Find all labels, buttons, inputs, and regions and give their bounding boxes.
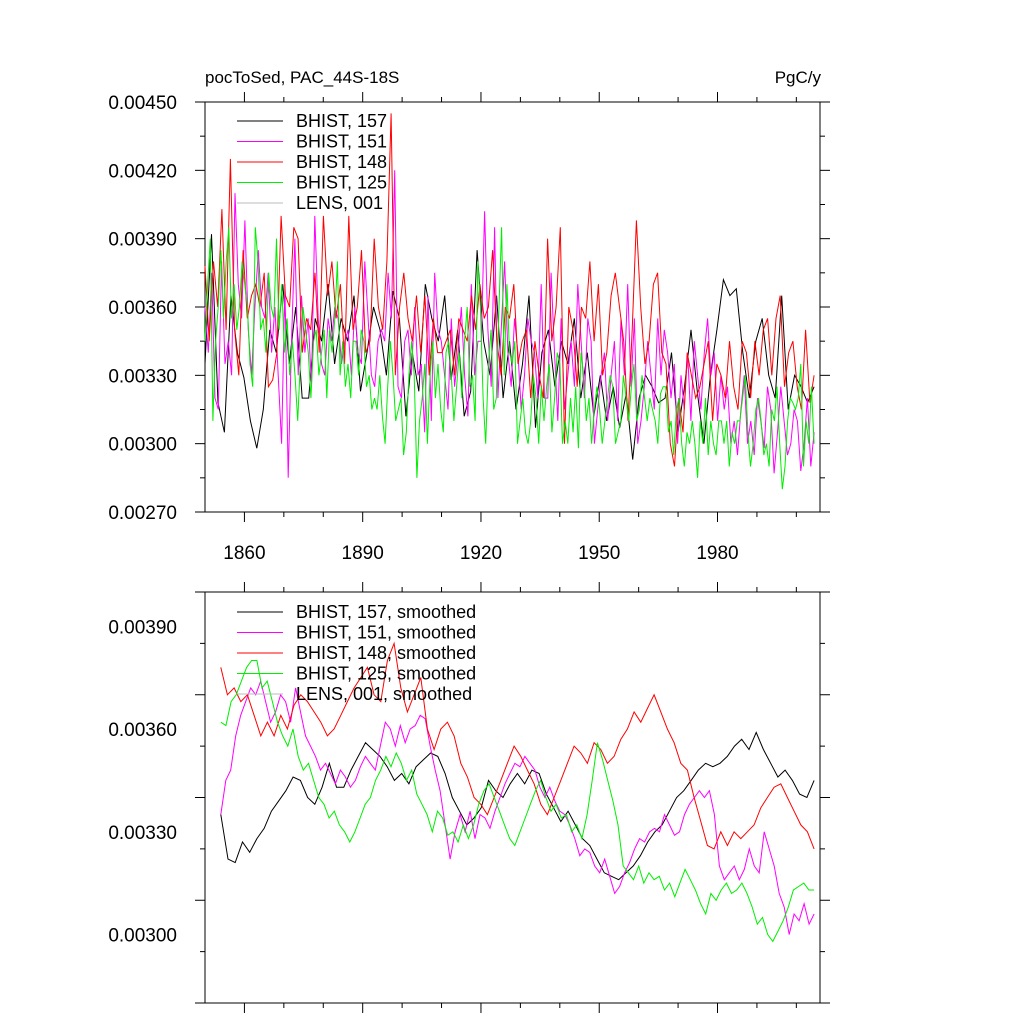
series-line-bhist-151-smoothed [220, 679, 815, 935]
y-tick-label: 0.00360 [108, 720, 177, 741]
y-tick-label: 0.00330 [108, 366, 177, 387]
x-tick-label: 1980 [696, 543, 738, 564]
panel-top-x-tick-labels: 1860 1890 1920 1950 1980 [223, 543, 738, 564]
y-tick-label: 0.00450 [108, 93, 177, 114]
y-tick-label: 0.00300 [108, 926, 177, 947]
x-tick-label: 1920 [460, 543, 502, 564]
legend-label: BHIST, 157 [296, 111, 387, 131]
x-tick-label: 1950 [578, 543, 620, 564]
x-tick-label: 1860 [223, 543, 265, 564]
series-line-bhist-157-smoothed [220, 731, 815, 881]
panel-bottom-y-tick-labels: 0.00300 0.00330 0.00360 0.00390 [108, 617, 177, 946]
y-tick-label: 0.00270 [108, 503, 177, 524]
legend-label: LENS, 001 [296, 193, 383, 213]
panel-top-ticks [195, 92, 830, 522]
y-tick-label: 0.00390 [108, 230, 177, 251]
panel-top-title: pocToSed, PAC_44S-18S [205, 68, 399, 87]
panel-bottom-ticks [195, 582, 830, 1013]
panel-top-series [204, 113, 815, 490]
legend-label: BHIST, 125 [296, 173, 387, 193]
legend-label: BHIST, 151, smoothed [296, 623, 476, 643]
y-tick-label: 0.00360 [108, 298, 177, 319]
series-line-bhist-125-smoothed [220, 660, 815, 943]
legend-label: BHIST, 148, smoothed [296, 643, 476, 663]
panel-bottom: 0.00300 0.00330 0.00360 0.00390 BHIST, 157,… [108, 582, 830, 1013]
y-tick-label: 0.00330 [108, 823, 177, 844]
x-tick-label: 1890 [342, 543, 384, 564]
legend-label: BHIST, 125, smoothed [296, 664, 476, 684]
panel-top-units: PgC/y [775, 68, 822, 87]
panel-top-y-tick-labels: 0.00270 0.00300 0.00330 0.00360 0.00390 0.004… [108, 93, 177, 524]
legend-label: BHIST, 148 [296, 152, 387, 172]
legend-label: LENS, 001, smoothed [296, 684, 472, 704]
series-line-bhist-148 [204, 113, 815, 467]
y-tick-label: 0.00420 [108, 161, 177, 182]
y-tick-label: 0.00390 [108, 617, 177, 638]
series-line-bhist-148-smoothed [220, 641, 815, 850]
y-tick-label: 0.00300 [108, 435, 177, 456]
legend-label: BHIST, 157, smoothed [296, 602, 476, 622]
panel-top: pocToSed, PAC_44S-18S PgC/y 0.00270 0.003… [108, 68, 830, 564]
legend-label: BHIST, 151 [296, 132, 387, 152]
panel-bottom-series [220, 641, 815, 943]
series-line-bhist-125 [204, 227, 815, 490]
